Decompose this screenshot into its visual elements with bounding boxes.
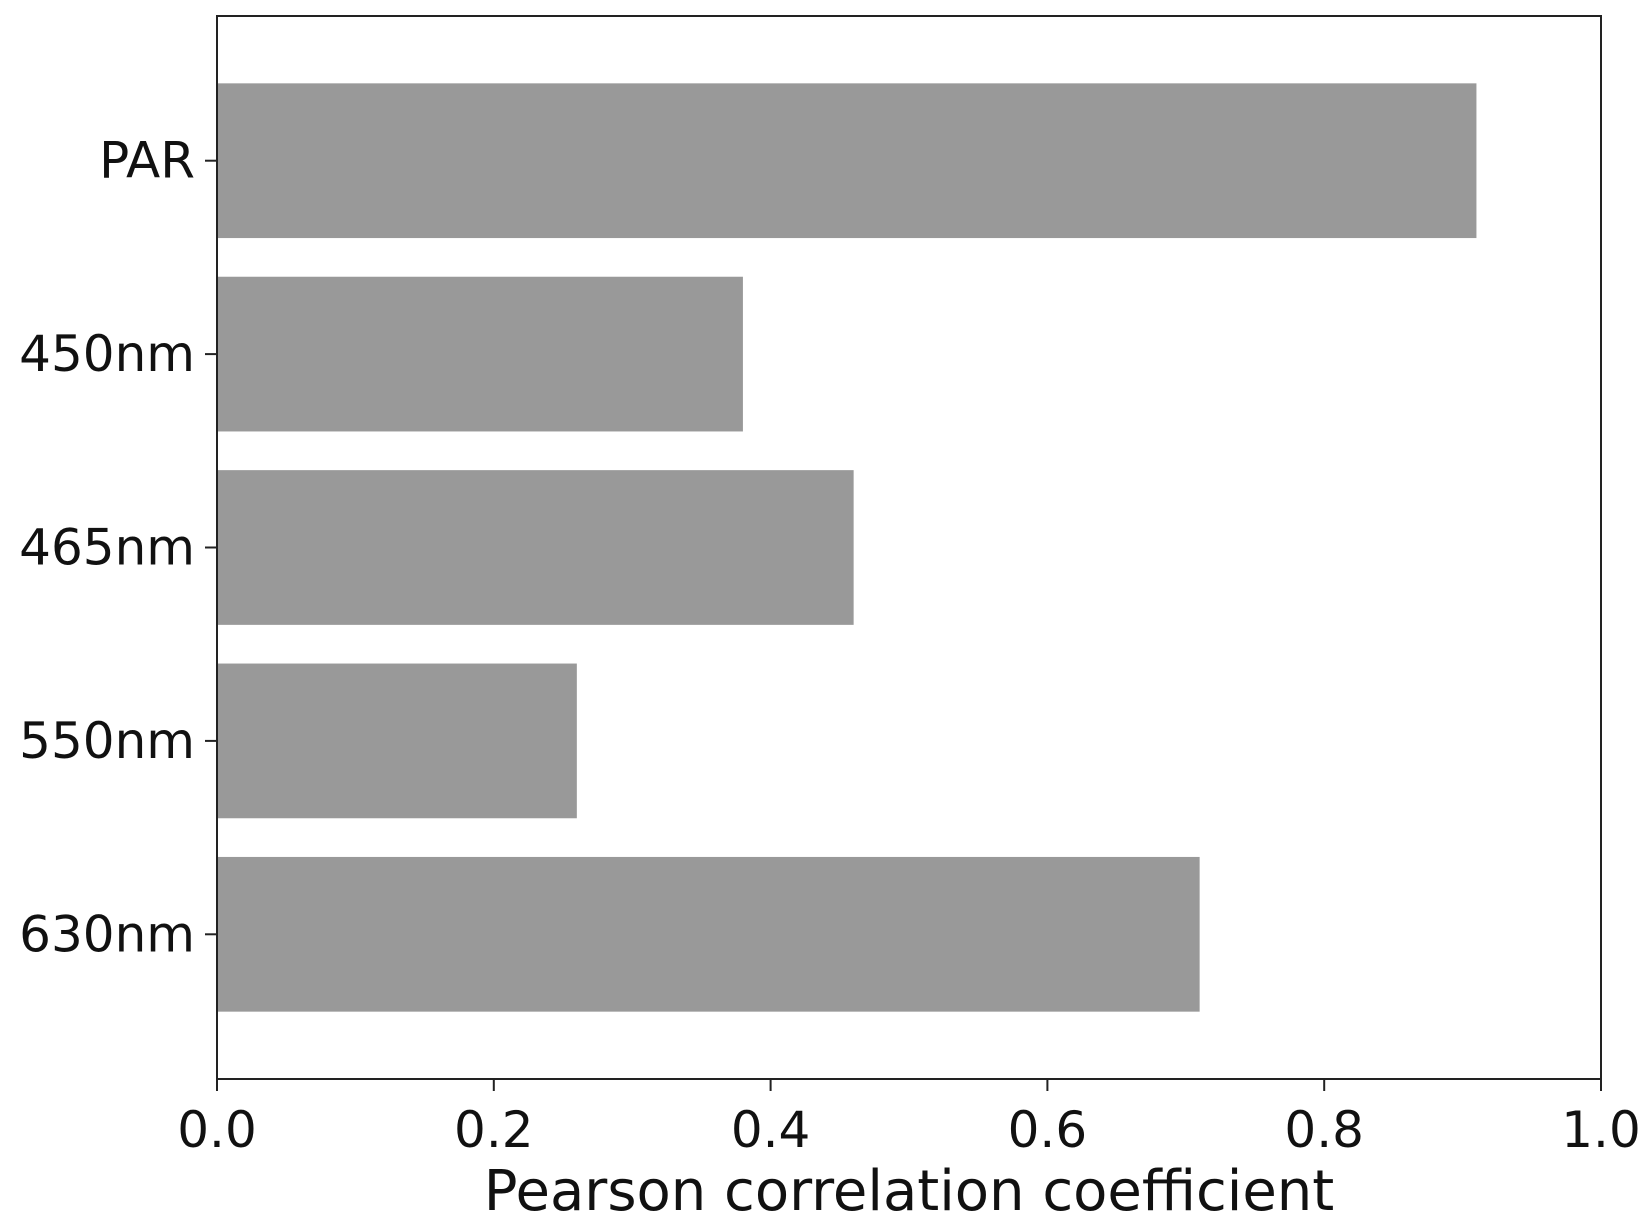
y-tick-label: PAR [99, 132, 195, 190]
x-axis: 0.0 0.2 0.4 0.6 0.8 1.0 [177, 1079, 1641, 1159]
y-axis: PAR 450nm 465nm 550nm 630nm [19, 132, 217, 963]
bar-550nm [217, 663, 577, 819]
bar-630nm [217, 856, 1200, 1012]
x-tick-label: 0.4 [731, 1101, 811, 1159]
bar-465nm [217, 470, 854, 625]
y-tick-label: 550nm [19, 712, 195, 770]
y-tick-label: 630nm [19, 905, 195, 963]
x-tick-label: 0.8 [1284, 1101, 1364, 1159]
x-axis-label: Pearson correlation coefficient [484, 1159, 1334, 1223]
x-tick-label: 1.0 [1561, 1101, 1641, 1159]
bar-par [217, 83, 1477, 239]
x-tick-label: 0.0 [177, 1101, 257, 1159]
x-tick-label: 0.6 [1008, 1101, 1088, 1159]
bars-group [217, 83, 1477, 1012]
x-tick-label: 0.2 [454, 1101, 534, 1159]
y-tick-label: 450nm [19, 325, 195, 383]
bar-450nm [217, 276, 743, 432]
y-tick-label: 465nm [19, 519, 195, 577]
